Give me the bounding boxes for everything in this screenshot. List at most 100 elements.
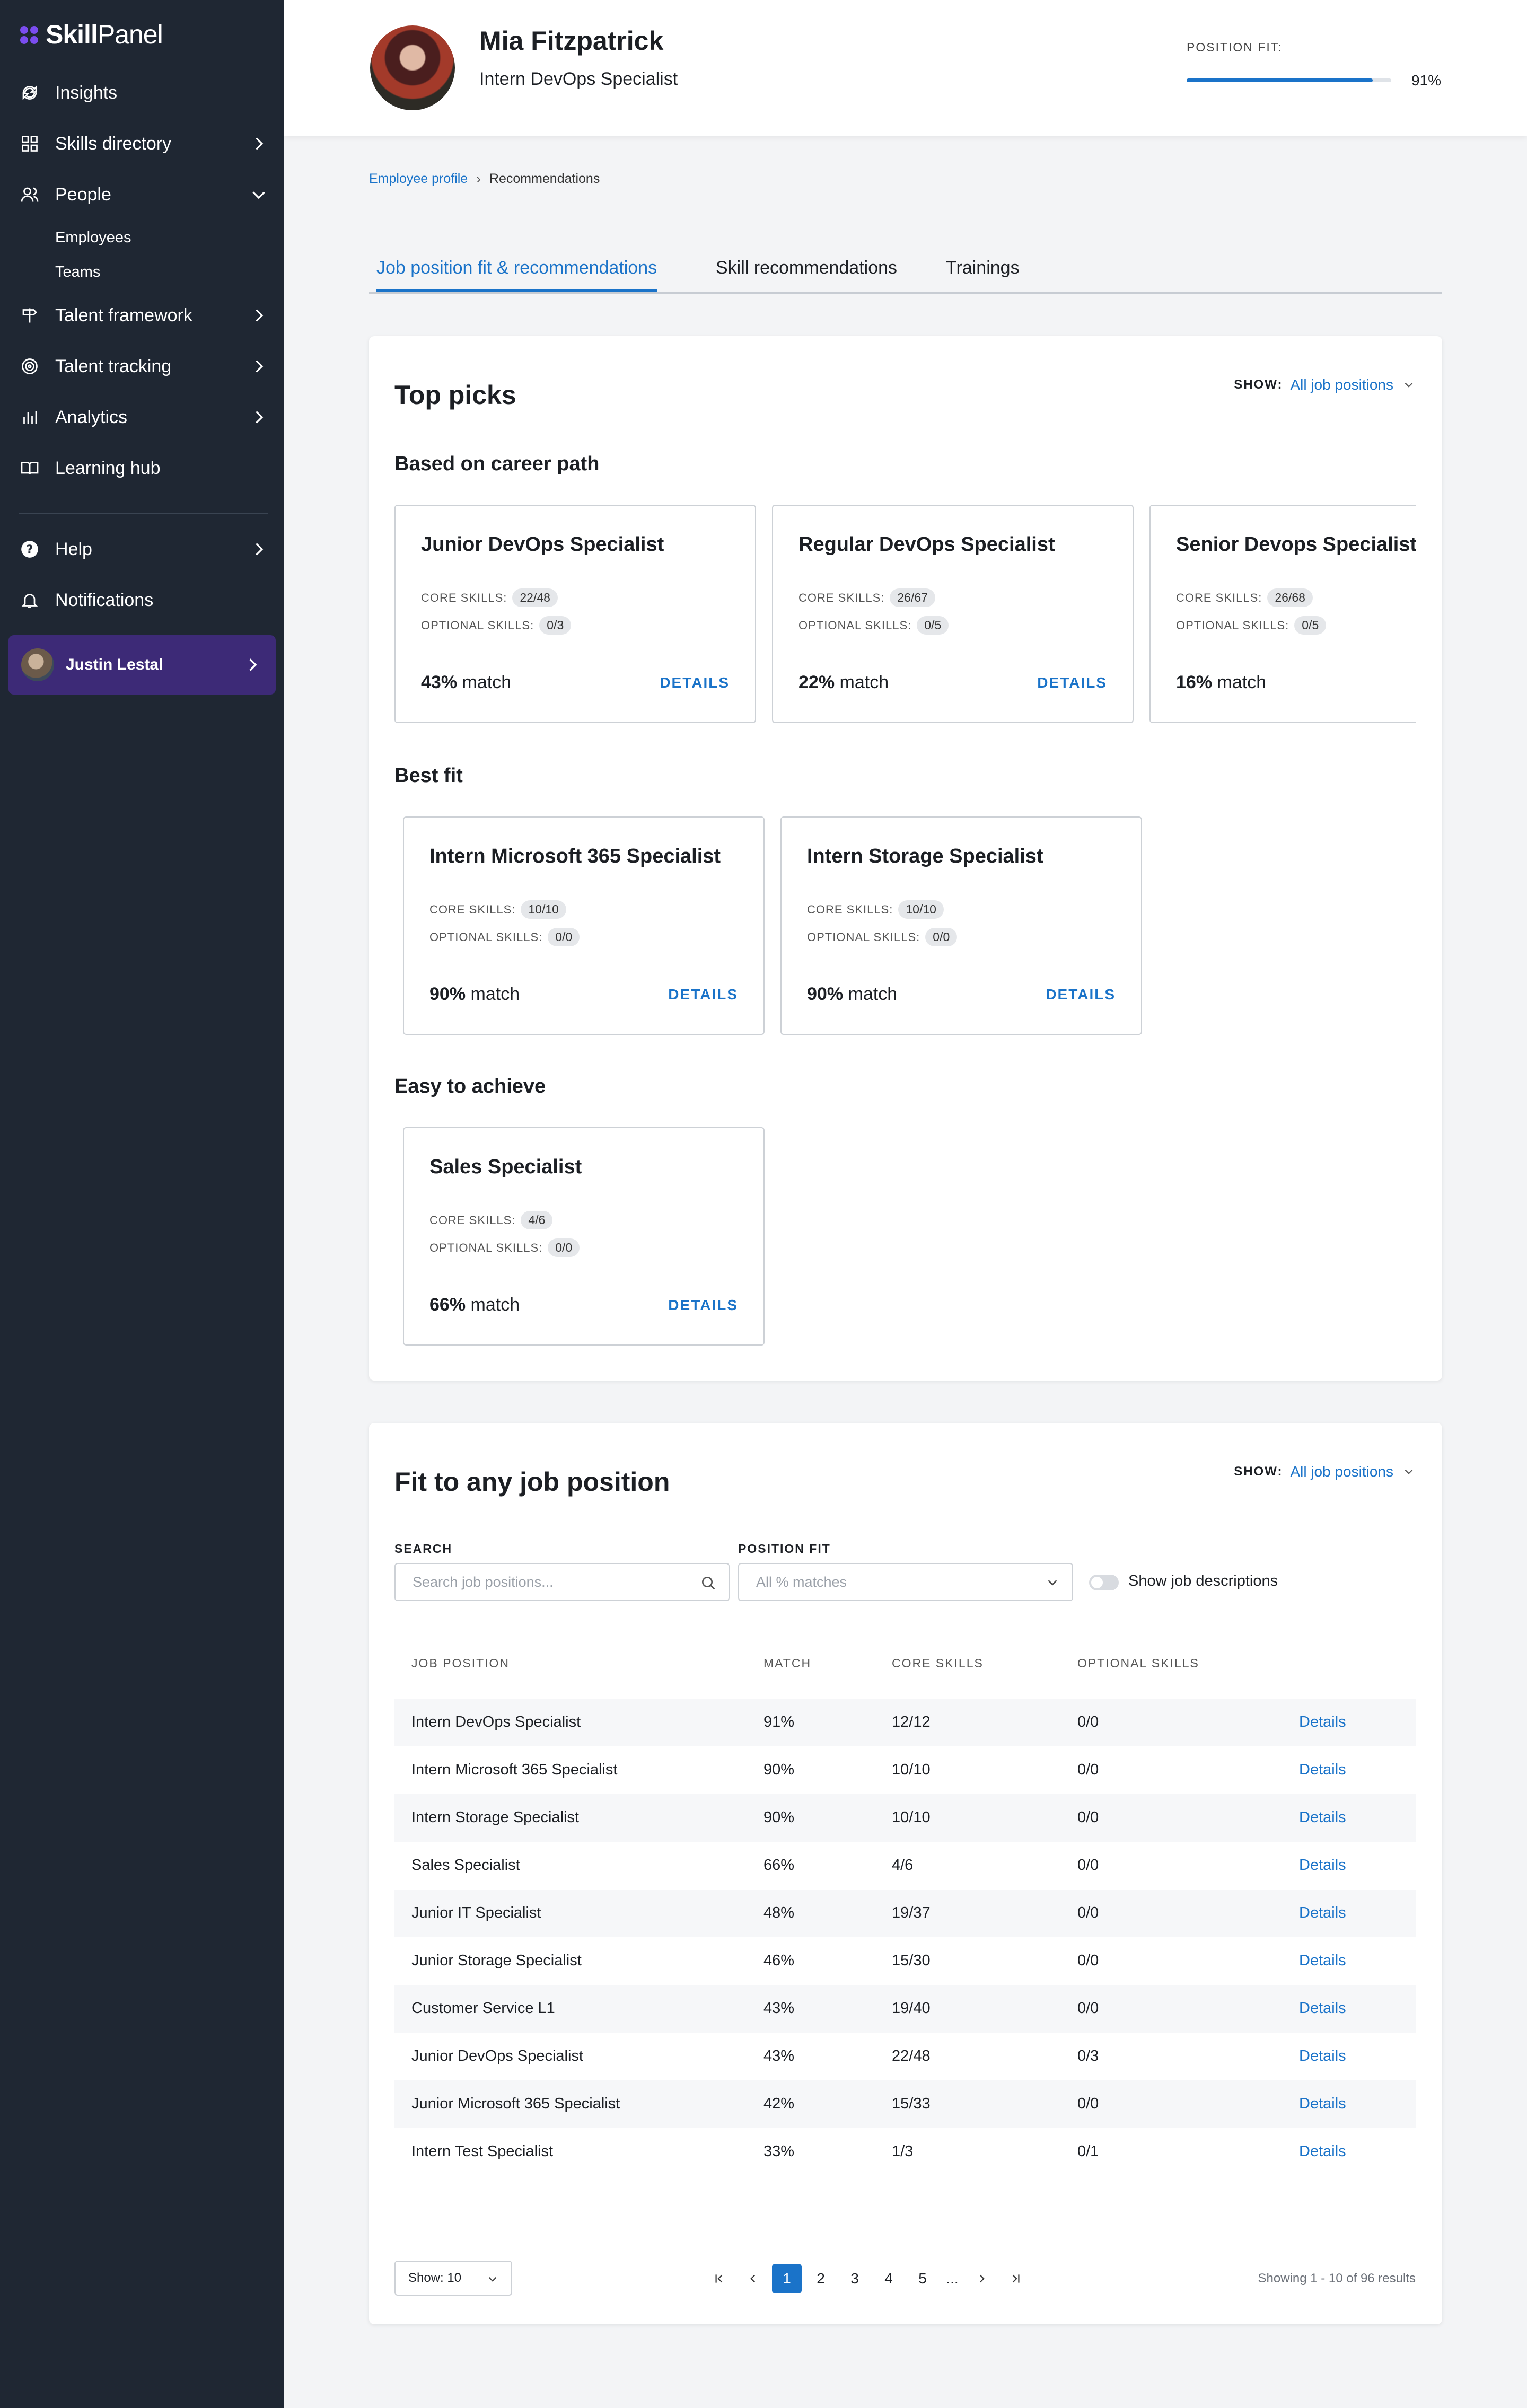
page-button[interactable]: 2 [817,2270,825,2287]
next-page-icon[interactable] [967,2264,997,2293]
details-link[interactable]: DETAILS [668,1297,738,1313]
user-menu[interactable]: Justin Lestal [8,635,276,695]
job-card: Sales Specialist CORE SKILLS: 4/6 OPTIONA… [403,1127,765,1346]
sidebar-subitem-teams[interactable]: Teams [55,263,101,280]
last-page-icon[interactable] [1001,2264,1031,2293]
job-card: Senior Devops Specialist CORE SKILLS: 26/… [1149,505,1416,723]
position-fit-label: POSITION FIT: [1187,40,1283,54]
first-page-icon[interactable] [704,2264,734,2293]
user-name: Justin Lestal [66,656,163,673]
sidebar-item-learning-hub[interactable]: Learning hub [0,447,284,489]
details-link[interactable]: Details [1299,1904,1346,1921]
details-link[interactable]: Details [1299,2095,1346,2112]
details-link[interactable]: Details [1299,1952,1346,1969]
toggle-knob [1091,1577,1103,1588]
sidebar-item-analytics[interactable]: Analytics [0,396,284,438]
page-button[interactable]: 4 [884,2270,893,2287]
sidebar-item-label: Skills directory [55,133,172,154]
chevron-right-icon [256,360,264,373]
details-link[interactable]: DETAILS [660,674,730,691]
details-link[interactable]: Details [1299,1857,1346,1874]
search-input[interactable]: Search job positions... [394,1563,730,1601]
show-descriptions-toggle[interactable] [1089,1575,1119,1590]
sidebar-item-people[interactable]: People [0,173,284,216]
details-link[interactable]: Details [1299,2047,1346,2064]
cell-position: Junior DevOps Specialist [411,2047,583,2064]
page-button[interactable]: 5 [918,2270,927,2287]
page-button[interactable]: 1 [772,2264,802,2293]
details-link[interactable]: DETAILS [668,986,738,1003]
core-skills-row: CORE SKILLS: 10/10 [807,900,944,919]
prev-page-icon[interactable] [738,2264,768,2293]
match-percent: 22% match [798,672,889,692]
breadcrumb-current: Recommendations [489,171,600,186]
breadcrumb: Employee profile › Recommendations [369,171,600,187]
table-row: Intern Test Specialist 33% 1/3 0/1 Detai… [394,2128,1416,2176]
cell-match: 43% [763,2000,795,2017]
chevron-right-icon [256,137,264,150]
cell-optional: 0/1 [1077,2143,1099,2160]
optional-skills-label: OPTIONAL SKILLS: [807,930,920,944]
top-picks-show-dropdown[interactable]: SHOW: All job positions [1234,376,1416,393]
sidebar-item-skills-directory[interactable]: Skills directory [0,122,284,165]
sidebar-subitem-employees[interactable]: Employees [55,229,131,246]
core-skills-row: CORE SKILLS: 22/48 [421,588,558,607]
cell-position: Junior Storage Specialist [411,1952,582,1969]
page-size-select[interactable]: Show: 10 [394,2261,512,2296]
optional-skills-label: OPTIONAL SKILLS: [798,618,912,632]
match-percent: 90% match [807,984,898,1004]
details-link[interactable]: DETAILS [1046,986,1116,1003]
optional-skills-row: OPTIONAL SKILLS: 0/3 [421,616,572,635]
search-placeholder: Search job positions... [413,1574,554,1590]
results-count: Showing 1 - 10 of 96 results [1258,2271,1416,2286]
target-icon [19,356,40,377]
details-link[interactable]: DETAILS [1037,674,1107,691]
core-skills-label: CORE SKILLS: [429,902,516,916]
cell-optional: 0/3 [1077,2047,1099,2064]
table-row: Intern DevOps Specialist 91% 12/12 0/0 D… [394,1699,1416,1746]
tab-trainings[interactable]: Trainings [946,258,1020,278]
chevron-right-icon: › [476,171,481,187]
core-skills-badge: 10/10 [521,900,566,919]
cell-position: Intern Storage Specialist [411,1809,579,1826]
fit-any-panel: Fit to any job position SHOW: All job po… [369,1423,1442,2324]
question-icon: ? [19,539,40,560]
details-link[interactable]: Details [1299,1809,1346,1826]
tab-skill-recommendations[interactable]: Skill recommendations [716,258,898,278]
cell-match: 48% [763,1904,795,1921]
tab-job-position-fit[interactable]: Job position fit & recommendations [376,258,657,292]
cell-optional: 0/0 [1077,1857,1099,1874]
job-card-title: Senior Devops Specialist [1176,533,1416,556]
position-fit-select[interactable]: All % matches [738,1563,1073,1601]
position-fit-select-value: All % matches [756,1574,847,1590]
sidebar-item-insights[interactable]: Insights [0,72,284,114]
grid-icon [19,133,40,154]
job-card: Junior DevOps Specialist CORE SKILLS: 22/… [394,505,756,723]
job-card-title: Junior DevOps Specialist [421,533,664,556]
sidebar-item-notifications[interactable]: Notifications [0,579,284,621]
page-button[interactable]: 3 [850,2270,859,2287]
table-row: Junior Storage Specialist 46% 15/30 0/0 … [394,1937,1416,1985]
logo[interactable]: SkillPanel [20,16,163,53]
chevron-right-icon [256,309,264,322]
table-row: Junior Microsoft 365 Specialist 42% 15/3… [394,2080,1416,2128]
column-header-optional-skills: OPTIONAL SKILLS [1077,1656,1199,1670]
fit-any-show-dropdown[interactable]: SHOW: All job positions [1234,1463,1416,1480]
sidebar-item-help[interactable]: ? Help [0,528,284,570]
breadcrumb-employee-profile[interactable]: Employee profile [369,171,468,186]
sidebar-divider [19,513,268,514]
details-link[interactable]: DETAILS [1415,674,1416,691]
details-link[interactable]: Details [1299,2000,1346,2017]
cell-position: Intern DevOps Specialist [411,1713,581,1730]
sidebar-item-talent-tracking[interactable]: Talent tracking [0,345,284,388]
details-link[interactable]: Details [1299,1713,1346,1730]
cell-match: 33% [763,2143,795,2160]
page-ellipsis: ... [946,2270,959,2287]
sidebar-item-talent-framework[interactable]: Talent framework [0,294,284,337]
sidebar-item-label: People [55,184,111,205]
career-path-carousel: Junior DevOps Specialist CORE SKILLS: 22/… [394,505,1416,727]
core-skills-badge: 10/10 [898,900,944,919]
details-link[interactable]: Details [1299,2143,1346,2160]
cell-optional: 0/0 [1077,1952,1099,1969]
details-link[interactable]: Details [1299,1761,1346,1778]
